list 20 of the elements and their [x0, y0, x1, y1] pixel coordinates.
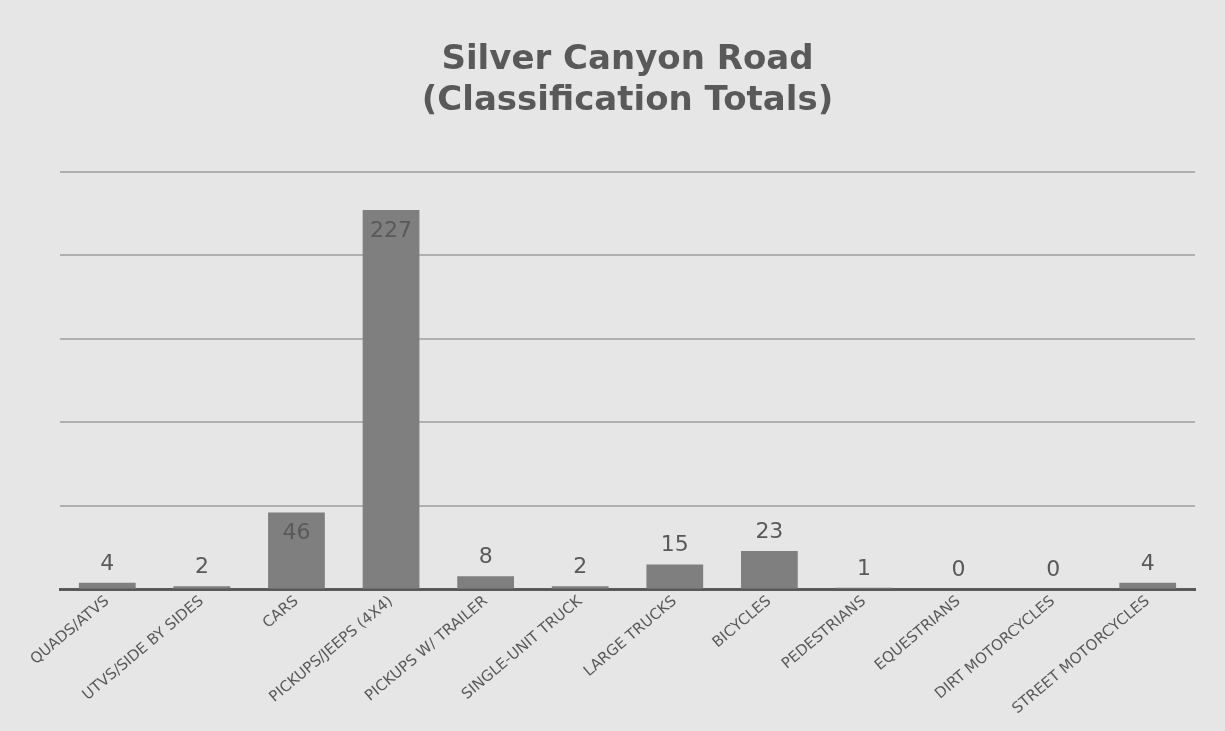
bar	[362, 210, 420, 589]
data-label: 4	[1140, 549, 1155, 575]
chart-title: Silver Canyon Road (Classification Totals)	[421, 37, 834, 119]
bar	[551, 586, 609, 589]
bar	[741, 551, 798, 589]
bar	[457, 576, 514, 589]
bar	[78, 582, 136, 589]
bar	[646, 564, 704, 589]
data-label: 8	[478, 542, 493, 568]
data-label: 0	[951, 556, 966, 582]
data-label: 2	[194, 552, 209, 578]
data-label: 1	[856, 554, 871, 580]
data-label: 23	[755, 517, 784, 543]
bar	[268, 512, 325, 589]
bar	[1119, 582, 1177, 589]
data-label: 15	[660, 531, 689, 557]
data-label: 0	[1046, 556, 1061, 582]
bar	[173, 586, 231, 589]
data-label: 4	[100, 549, 115, 575]
data-label: 2	[573, 552, 588, 578]
